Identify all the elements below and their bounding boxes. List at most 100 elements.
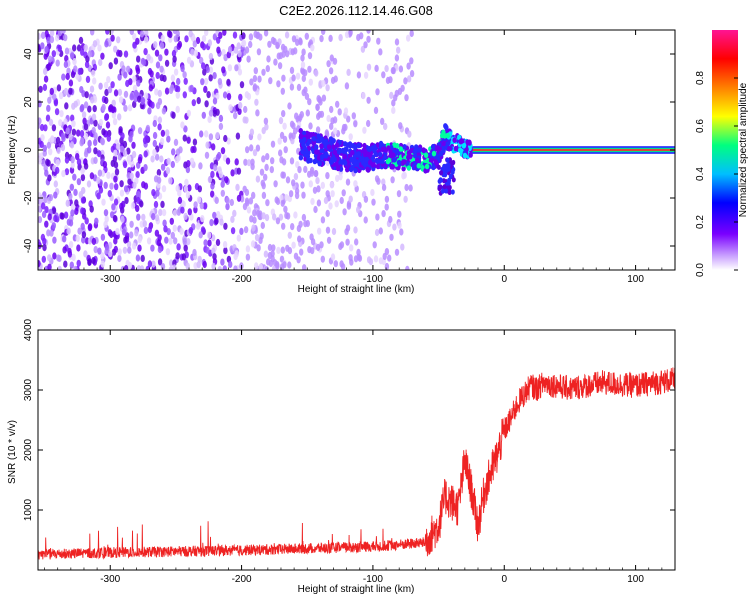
noise-dot [41, 255, 46, 263]
noise-dot [251, 191, 256, 199]
noise-dot [65, 127, 70, 135]
noise-dot [61, 73, 66, 81]
signal-dot [438, 177, 443, 183]
signal-dot [390, 164, 395, 170]
noise-dot [140, 97, 145, 105]
signal-dot [298, 128, 303, 134]
noise-dot [46, 104, 51, 112]
noise-dot [275, 42, 280, 50]
x-tick-label: -100 [363, 574, 383, 585]
noise-dot [143, 226, 149, 234]
noise-dot [68, 241, 74, 249]
noise-dot [80, 174, 86, 182]
noise-dot [384, 195, 390, 203]
noise-dot [153, 175, 159, 183]
noise-dot [277, 62, 283, 70]
noise-dot [52, 93, 57, 101]
noise-dot [51, 124, 57, 132]
y-tick-label: -40 [23, 238, 34, 253]
spectrogram-x-axis: -300 -200 -100 0 100 [44, 30, 676, 285]
noise-dot [301, 89, 306, 97]
noise-dot [113, 161, 119, 169]
noise-dot [113, 149, 118, 157]
noise-dot [55, 166, 60, 174]
signal-dot [458, 138, 464, 144]
noise-dot [382, 252, 387, 260]
noise-dot [58, 92, 64, 100]
noise-dot [264, 214, 270, 222]
noise-dot [192, 138, 198, 146]
noise-dot [113, 237, 118, 245]
signal-dot [421, 147, 426, 153]
noise-dot [98, 186, 104, 194]
noise-dot [291, 74, 296, 82]
noise-dot [61, 30, 66, 35]
noise-dot [106, 171, 111, 179]
noise-dot [211, 247, 216, 255]
noise-dot [257, 133, 262, 141]
noise-dot [348, 254, 353, 262]
noise-dot [235, 132, 241, 140]
noise-dot [316, 199, 322, 207]
noise-dot [261, 191, 267, 199]
noise-dot [274, 196, 279, 204]
noise-dot [243, 226, 249, 234]
noise-dot [207, 39, 212, 47]
noise-dot [195, 36, 201, 45]
noise-dot [348, 133, 353, 141]
noise-dot [396, 190, 402, 198]
noise-dot [166, 135, 171, 143]
noise-dot [42, 83, 48, 92]
noise-dot [44, 169, 49, 177]
noise-dot [78, 191, 84, 199]
noise-dot [225, 197, 230, 205]
noise-dot [175, 148, 181, 156]
noise-dot [113, 89, 119, 97]
noise-dot [266, 258, 271, 266]
noise-dot [161, 209, 167, 217]
noise-dot [227, 45, 233, 54]
signal-dot [385, 158, 391, 165]
noise-dot [276, 80, 281, 88]
noise-dot [131, 141, 136, 149]
noise-dot [89, 205, 94, 213]
spectrogram-noise-dots [38, 30, 415, 270]
noise-dot [117, 73, 122, 81]
noise-dot [55, 34, 60, 42]
noise-dot [152, 139, 157, 148]
noise-dot [294, 192, 300, 200]
noise-dot [221, 66, 226, 74]
noise-dot [103, 209, 109, 217]
noise-dot [141, 213, 146, 221]
noise-dot [137, 95, 142, 103]
noise-dot [73, 265, 78, 270]
noise-dot [320, 216, 326, 224]
noise-dot [96, 192, 101, 200]
noise-dot [291, 122, 296, 130]
noise-dot [154, 49, 160, 57]
noise-dot [100, 138, 106, 146]
noise-dot [53, 214, 58, 223]
signal-dot [462, 152, 468, 159]
noise-dot [220, 180, 225, 188]
noise-dot [326, 236, 332, 244]
noise-dot [118, 126, 123, 134]
noise-dot [366, 30, 371, 34]
noise-dot [126, 155, 132, 163]
signal-dot [448, 173, 453, 179]
noise-dot [219, 218, 224, 226]
noise-dot [310, 247, 315, 255]
noise-dot [204, 30, 209, 37]
noise-dot [252, 216, 257, 224]
noise-dot [147, 225, 152, 234]
noise-dot [328, 67, 334, 75]
signal-dot [442, 164, 447, 170]
noise-dot [199, 56, 204, 64]
noise-dot [76, 158, 82, 166]
noise-dot [326, 114, 331, 123]
noise-dot [407, 130, 412, 138]
noise-dot [123, 104, 128, 112]
noise-dot [135, 37, 140, 45]
noise-dot [61, 235, 67, 243]
